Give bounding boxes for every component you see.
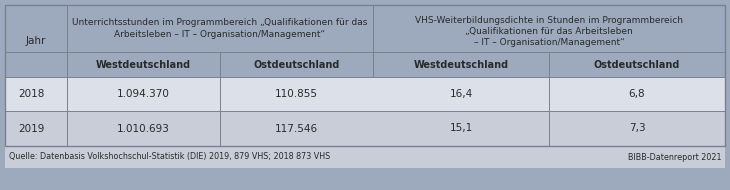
Text: 2019: 2019 xyxy=(18,124,45,134)
Bar xyxy=(5,52,725,77)
Text: Unterrichtsstunden im Programmbereich „Qualifikationen für das
Arbeitsleben – IT: Unterrichtsstunden im Programmbereich „Q… xyxy=(72,18,368,39)
Bar xyxy=(5,77,725,111)
Text: 1.094.370: 1.094.370 xyxy=(117,89,170,99)
Text: Jahr: Jahr xyxy=(26,36,46,46)
Text: 110.855: 110.855 xyxy=(275,89,318,99)
Text: 15,1: 15,1 xyxy=(450,124,472,134)
Text: 16,4: 16,4 xyxy=(450,89,472,99)
Text: 6,8: 6,8 xyxy=(629,89,645,99)
Text: 7,3: 7,3 xyxy=(629,124,645,134)
Text: BIBB-Datenreport 2021: BIBB-Datenreport 2021 xyxy=(628,153,721,162)
Bar xyxy=(5,5,725,52)
Text: Westdeutschland: Westdeutschland xyxy=(413,59,509,70)
Text: Quelle: Datenbasis Volkshochschul-Statistik (DIE) 2019, 879 VHS; 2018 873 VHS: Quelle: Datenbasis Volkshochschul-Statis… xyxy=(9,153,330,162)
Text: Westdeutschland: Westdeutschland xyxy=(96,59,191,70)
Text: VHS-Weiterbildungsdichte in Stunden im Programmbereich
„Qualifikationen für das : VHS-Weiterbildungsdichte in Stunden im P… xyxy=(415,16,683,47)
Text: 2018: 2018 xyxy=(18,89,45,99)
Bar xyxy=(5,5,725,146)
Bar xyxy=(5,146,725,168)
Text: Ostdeutschland: Ostdeutschland xyxy=(253,59,339,70)
Text: 117.546: 117.546 xyxy=(275,124,318,134)
Text: 1.010.693: 1.010.693 xyxy=(117,124,170,134)
Bar xyxy=(5,111,725,146)
Text: Ostdeutschland: Ostdeutschland xyxy=(593,59,680,70)
